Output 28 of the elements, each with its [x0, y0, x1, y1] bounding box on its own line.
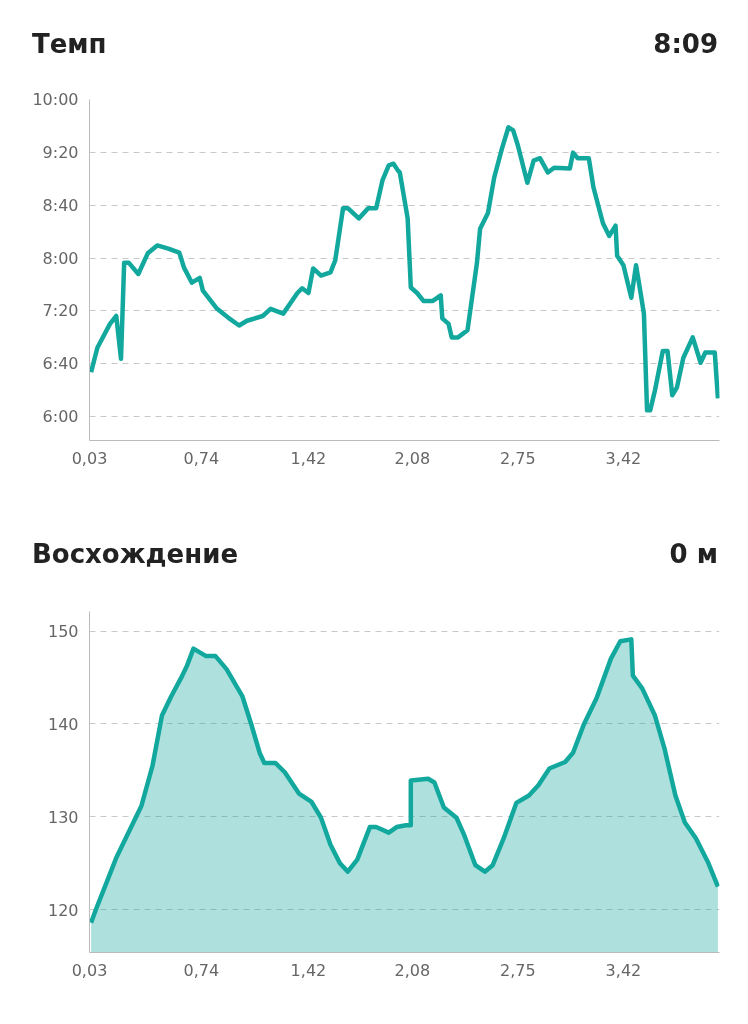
x-tick-label: 1,42	[290, 448, 327, 468]
chart-title: Восхождение	[32, 538, 239, 571]
y-tick-label: 6:00	[42, 407, 79, 427]
y-tick-label: 9:20	[42, 142, 79, 162]
y-tick-label: 120	[47, 900, 79, 920]
text: 8:09	[653, 28, 718, 61]
x-tick-label: 2,75	[500, 960, 536, 980]
x-tick-label: 0,03	[71, 448, 108, 468]
y-tick-label: 8:40	[42, 195, 79, 215]
x-tick-label: 1,42	[290, 960, 327, 980]
x-tick-label: 2,08	[394, 960, 431, 980]
y-tick-label: 6:40	[42, 354, 79, 374]
y-tick-label: 150	[47, 622, 79, 642]
x-tick-label: 3,42	[605, 448, 642, 468]
x-tick-label: 0,74	[183, 448, 220, 468]
y-tick-label: 10:00	[32, 90, 79, 109]
x-tick-label: 2,08	[394, 448, 431, 468]
x-tick-label: 0,03	[71, 960, 108, 980]
chart-title: Темп	[32, 28, 107, 61]
y-tick-label: 140	[47, 714, 79, 734]
x-tick-label: 0,74	[183, 960, 220, 980]
y-tick-label: 8:00	[42, 248, 79, 268]
line-series	[89, 125, 720, 413]
y-tick-label: 130	[47, 807, 79, 827]
x-tick-label: 3,42	[605, 960, 642, 980]
text: 0 м	[669, 538, 718, 571]
x-tick-label: 2,75	[500, 448, 536, 468]
y-tick-label: 7:20	[42, 301, 79, 321]
